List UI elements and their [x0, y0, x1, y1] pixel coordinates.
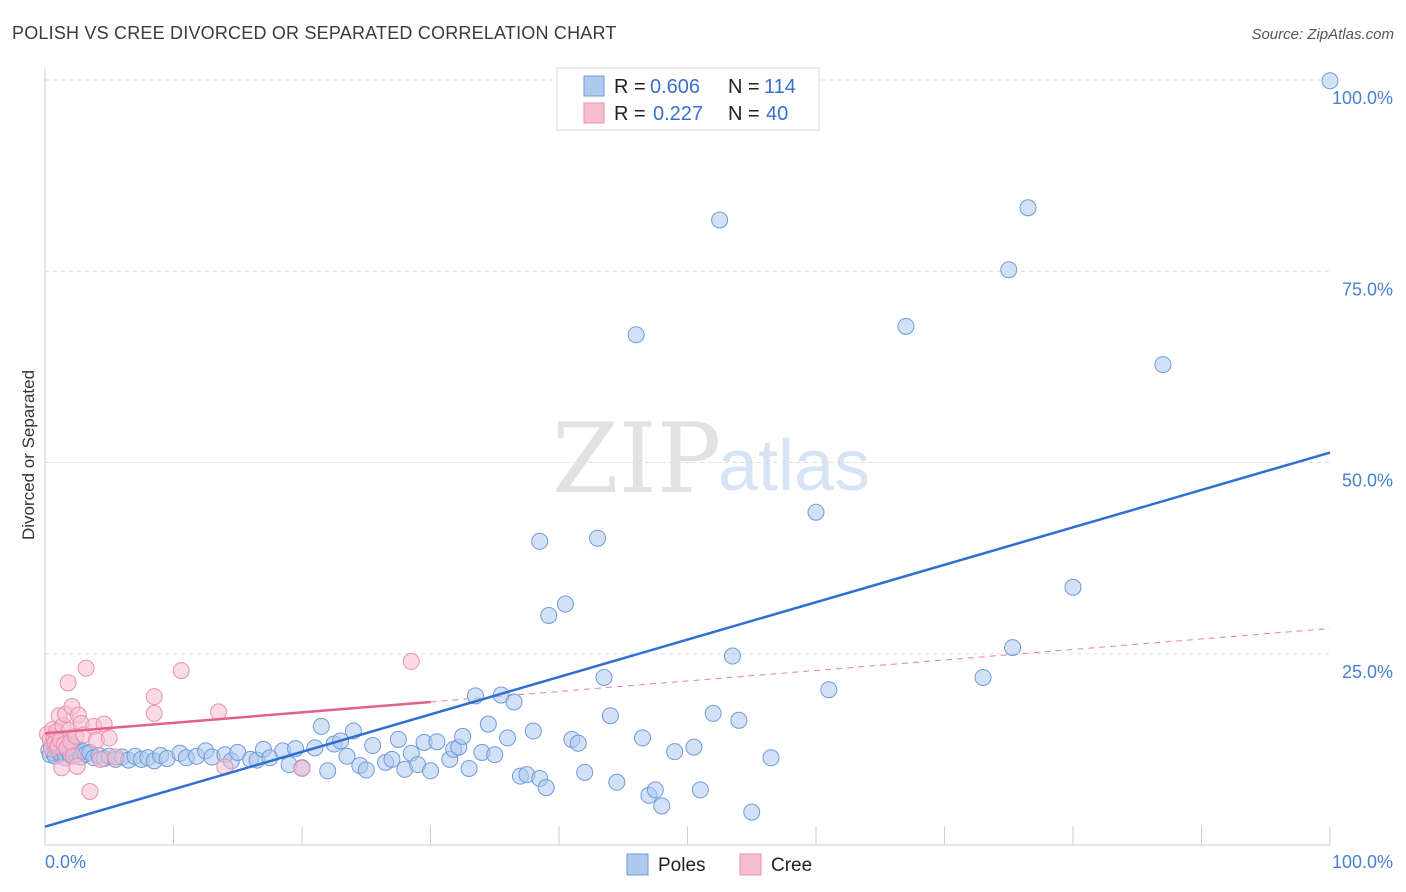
- poles-point-105: [653, 797, 671, 815]
- poles-point-107: [685, 738, 703, 756]
- cree-point-31: [107, 748, 125, 766]
- legend-n-value-cree: 40: [766, 103, 788, 125]
- legend-bottom: Poles Cree: [626, 853, 812, 876]
- cree-point-28: [91, 750, 109, 768]
- y-tick-label-2: 75.0%: [1342, 279, 1393, 299]
- poles-point-84: [499, 729, 517, 747]
- cree-point-39: [68, 757, 86, 775]
- poles-point-99: [601, 707, 619, 725]
- legend-n-value-poles: 114: [764, 76, 796, 98]
- poles-point-106: [666, 743, 684, 761]
- poles-point-111: [723, 647, 741, 665]
- y-tick-label-3: 100.0%: [1332, 88, 1393, 108]
- poles-point-115: [807, 503, 825, 521]
- poles-point-98: [595, 668, 613, 686]
- grid-lines: [45, 79, 1330, 655]
- poles-point-73: [428, 733, 446, 751]
- poles-point-67: [389, 730, 407, 748]
- poles-point-117: [897, 317, 915, 335]
- poles-point-101: [627, 326, 645, 344]
- poles-point-122: [1064, 578, 1082, 596]
- cree-point-38: [402, 652, 420, 670]
- cree-trend-extension: [430, 628, 1331, 703]
- legend-swatch-cree: [583, 102, 605, 124]
- watermark-zip: ZIP: [552, 403, 721, 515]
- poles-point-108: [691, 781, 709, 799]
- poles-point-91: [540, 607, 558, 624]
- legend-r-value-poles: 0.606: [650, 76, 700, 98]
- legend-r-label-cree: R =: [614, 103, 646, 125]
- poles-point-57: [319, 762, 337, 780]
- x-tick-label-max: 100.0%: [1332, 852, 1393, 872]
- legend-swatch-poles: [583, 75, 605, 97]
- y-tick-label-0: 25.0%: [1342, 662, 1393, 682]
- poles-point-96: [576, 763, 594, 781]
- poles-point-81: [479, 715, 497, 733]
- cree-trend-dashed: [430, 628, 1331, 703]
- poles-point-112: [730, 711, 748, 729]
- poles-point-110: [711, 211, 729, 229]
- poles-point-82: [486, 746, 504, 764]
- poles-point-56: [312, 717, 330, 735]
- poles-point-119: [1000, 261, 1018, 279]
- poles-point-116: [820, 681, 838, 699]
- y-tick-label-1: 50.0%: [1342, 471, 1393, 491]
- poles-point-123: [1154, 356, 1172, 374]
- bottom-legend-swatch-poles: [626, 853, 649, 876]
- cree-point-32: [145, 688, 163, 706]
- y-axis-label: Divorced or Separated: [19, 370, 38, 540]
- legend-top: R = 0.606 N = 114 R = 0.227 N = 40: [556, 67, 820, 131]
- poles-point-72: [422, 762, 439, 780]
- trend-lines: [44, 451, 1331, 828]
- poles-point-114: [762, 749, 780, 767]
- poles-point-113: [743, 803, 761, 821]
- legend-r-label-poles: R =: [614, 76, 646, 98]
- cree-point-25: [81, 782, 99, 800]
- poles-point-97: [589, 529, 607, 547]
- watermark: ZIP atlas: [552, 403, 870, 515]
- legend-n-label-cree: N =: [728, 103, 760, 125]
- poles-point-60: [338, 747, 356, 765]
- poles-point-102: [634, 729, 652, 747]
- poles-point-77: [454, 727, 472, 745]
- bottom-legend-swatch-cree: [739, 853, 762, 876]
- poles-point-121: [1019, 199, 1037, 217]
- poles-point-93: [556, 595, 574, 613]
- legend-r-value-cree: 0.227: [653, 103, 703, 125]
- poles-point-88: [524, 722, 542, 740]
- cree-trend-line: [44, 700, 431, 735]
- poles-point-100: [608, 773, 626, 791]
- cree-points: [39, 652, 420, 800]
- poles-point-118: [974, 668, 992, 686]
- cree-point-33: [145, 704, 163, 722]
- chart-source: Source: ZipAtlas.com: [1251, 26, 1394, 43]
- poles-point-104: [646, 781, 664, 799]
- watermark-atlas: atlas: [718, 426, 870, 506]
- x-tick-marks: [44, 826, 1331, 845]
- chart-title: POLISH VS CREE DIVORCED OR SEPARATED COR…: [12, 23, 617, 43]
- bottom-legend-label-poles: Poles: [658, 855, 706, 876]
- x-tick-label-min: 0.0%: [45, 852, 86, 872]
- poles-point-78: [460, 760, 478, 777]
- poles-trend-line: [44, 451, 1331, 828]
- poles-point-124: [1321, 72, 1339, 90]
- y-tick-labels: 25.0% 50.0% 75.0% 100.0%: [1332, 88, 1393, 682]
- cree-point-30: [100, 729, 118, 747]
- cree-point-34: [172, 662, 190, 680]
- poles-point-109: [704, 704, 722, 722]
- poles-point-90: [537, 779, 555, 797]
- poles-point-120: [1004, 639, 1022, 657]
- cree-point-37: [293, 760, 311, 777]
- poles-point-85: [505, 693, 523, 711]
- poles-point-92: [531, 532, 549, 550]
- poles-point-66: [383, 750, 401, 768]
- poles-point-95: [569, 734, 587, 752]
- legend-n-label-poles: N =: [728, 76, 760, 98]
- poles-point-64: [364, 737, 382, 755]
- cree-point-24: [77, 659, 95, 677]
- cree-point-15: [59, 674, 77, 692]
- poles-point-63: [357, 761, 375, 779]
- bottom-legend-label-cree: Cree: [771, 855, 812, 876]
